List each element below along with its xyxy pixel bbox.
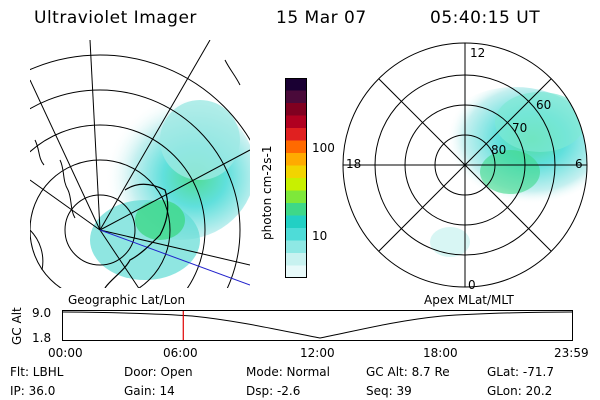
colorbar-tick-10: 10 <box>312 229 328 243</box>
colorbar-segment <box>285 128 307 141</box>
status-filter: Flt: LBHL <box>10 365 64 379</box>
timeline-xtick-1200: 12:00 <box>300 346 335 360</box>
colorbar-segment <box>285 228 307 241</box>
colorbar-segment <box>285 190 307 204</box>
colorbar-segment <box>285 253 307 266</box>
colorbar-segment <box>285 78 307 91</box>
colorbar-unit-label: photon cm-2s-1 <box>260 145 274 241</box>
status-seq: Seq: 39 <box>366 384 412 398</box>
colorbar-segment <box>285 203 307 216</box>
timeline-xtick-1800: 18:00 <box>423 346 458 360</box>
status-ip: IP: 36.0 <box>10 384 56 398</box>
status-door: Door: Open <box>124 365 193 379</box>
colorbar-segment <box>285 265 307 279</box>
altitude-timeline <box>62 307 574 343</box>
status-dsp: Dsp: -2.6 <box>246 384 301 398</box>
mlt-label-6: 6 <box>575 157 583 171</box>
colorbar-segment <box>285 90 307 104</box>
mlt-label-0: 0 <box>468 278 476 292</box>
colorbar-segment <box>285 103 307 116</box>
timeline-xtick-0000: 00:00 <box>48 346 83 360</box>
colorbar-tick-100: 100 <box>312 141 335 155</box>
geographic-map <box>30 40 250 290</box>
timeline-ytick-high: 9.0 <box>32 306 52 320</box>
instrument-title: Ultraviolet Imager <box>34 8 197 28</box>
colorbar-segment <box>285 178 307 191</box>
status-gc-alt: GC Alt: 8.7 Re <box>366 365 450 379</box>
status-glon: GLon: 20.2 <box>487 384 553 398</box>
timeline-xtick-2359: 23:59 <box>554 346 589 360</box>
geographic-map-title: Geographic Lat/Lon <box>68 293 186 307</box>
date-label: 15 Mar 07 <box>276 8 367 28</box>
colorbar-segment <box>285 240 307 254</box>
apex-map-title: Apex MLat/MLT <box>424 293 514 307</box>
colorbar-segment <box>285 115 307 129</box>
timeline-axis-label: GC Alt <box>10 307 24 345</box>
colorbar-segment <box>285 215 307 229</box>
colorbar-segment <box>285 165 307 179</box>
mlat-label-70: 70 <box>512 121 528 135</box>
status-mode: Mode: Normal <box>246 365 330 379</box>
status-gain: Gain: 14 <box>124 384 175 398</box>
mlat-label-80: 80 <box>491 143 507 157</box>
status-glat: GLat: -71.7 <box>487 365 554 379</box>
timeline-xtick-0600: 06:00 <box>163 346 198 360</box>
apex-map <box>340 42 590 292</box>
time-label: 05:40:15 UT <box>430 8 541 28</box>
colorbar <box>285 78 307 279</box>
colorbar-segment <box>285 153 307 166</box>
timeline-ytick-low: 1.8 <box>32 331 52 345</box>
mlat-label-60: 60 <box>536 98 552 112</box>
mlt-label-12: 12 <box>470 46 486 60</box>
mlt-label-18: 18 <box>346 157 362 171</box>
colorbar-segment <box>285 140 307 154</box>
